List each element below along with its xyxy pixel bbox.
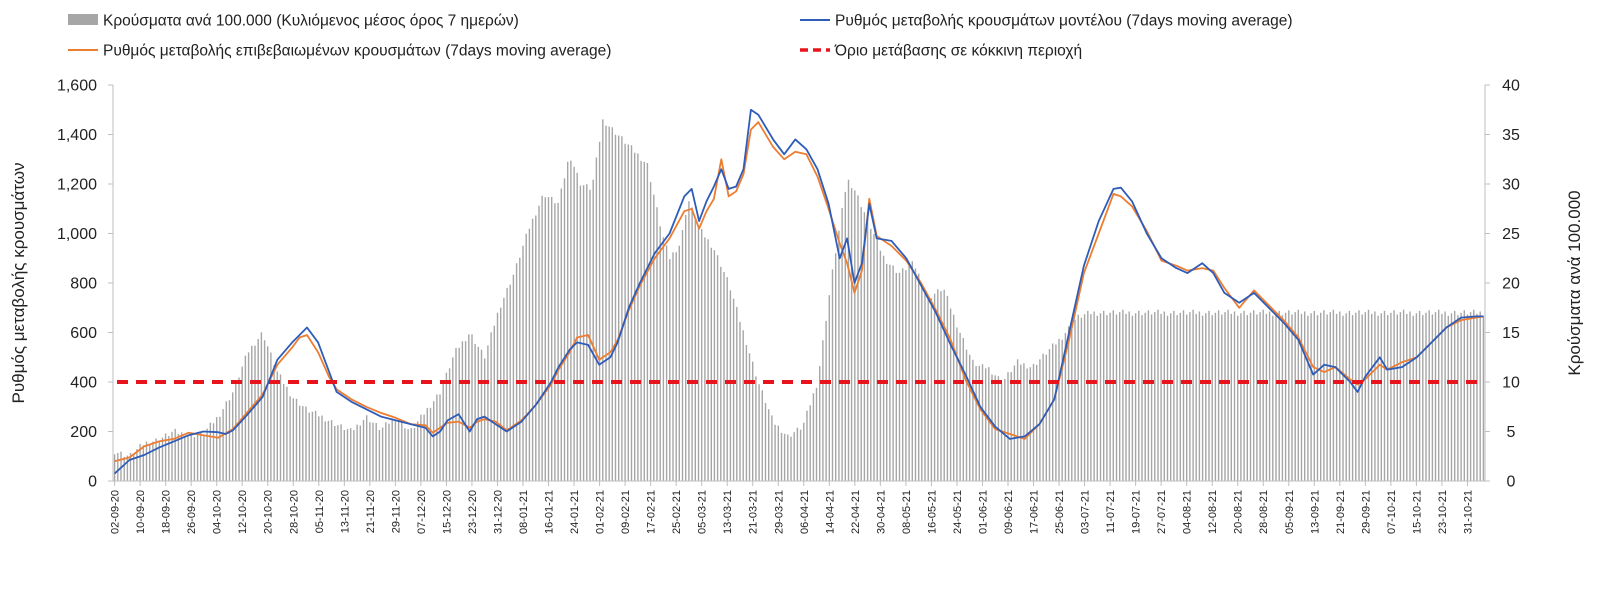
legend-label: Ρυθμός μεταβολής κρουσμάτων μοντέλου (7d… <box>835 13 1293 30</box>
x-tick-label: 03-07-21 <box>1080 490 1092 534</box>
axes-layer <box>108 84 1490 486</box>
x-tick-label: 16-05-21 <box>926 490 938 534</box>
labels-layer: 0 200 400 600 800 1,000 1,200 1,400 1,600 0 5 10 15 2… <box>9 78 1584 535</box>
x-tick-label: 29-03-21 <box>773 490 785 534</box>
legend-entry: Ρυθμός μεταβολής επιβεβαιωμένων κρουσμάτ… <box>68 43 611 60</box>
x-tick-label: 21-03-21 <box>748 490 760 534</box>
x-tick-label: 02-09-20 <box>110 490 122 534</box>
right-tick-label: 35 <box>1502 127 1520 144</box>
right-axis-title: Κρούσματα ανά 100.000 <box>1565 190 1584 375</box>
x-tick-label: 05-03-21 <box>697 490 709 534</box>
x-tick-label: 14-04-21 <box>824 490 836 534</box>
model-rate-line <box>113 108 1484 475</box>
x-tick-label: 13-03-21 <box>722 490 734 534</box>
x-tick-label: 09-06-21 <box>1003 490 1015 534</box>
x-tick-label: 29-11-20 <box>390 490 402 533</box>
legend-entry: Κρούσματα ανά 100.000 (Κυλιόμενος μέσος … <box>68 13 519 30</box>
legend-label: Όριο μετάβασης σε κόκκινη περιοχή <box>834 43 1082 60</box>
x-tick-label: 08-01-21 <box>518 490 530 534</box>
x-tick-label: 17-02-21 <box>646 490 658 534</box>
x-tick-label: 24-01-21 <box>569 490 581 534</box>
legend-swatch <box>68 14 98 25</box>
left-tick-label: 600 <box>70 325 97 342</box>
left-tick-label: 0 <box>88 474 97 491</box>
lines-layer <box>113 108 1484 475</box>
x-tick-label: 04-10-20 <box>212 490 224 534</box>
x-tick-label: 30-04-21 <box>875 490 887 534</box>
x-tick-label: 31-10-21 <box>1463 490 1475 534</box>
x-tick-label: 04-08-21 <box>1182 490 1194 534</box>
x-tick-label: 25-06-21 <box>1054 490 1066 534</box>
left-tick-label: 1,600 <box>57 78 97 95</box>
left-tick-label: 1,000 <box>57 226 97 243</box>
x-tick-label: 08-05-21 <box>901 490 913 534</box>
x-tick-label: 10-09-20 <box>135 490 147 534</box>
x-tick-label: 15-12-20 <box>441 490 453 534</box>
confirmed-rate-line <box>114 121 1484 463</box>
x-tick-label: 28-08-21 <box>1258 490 1270 534</box>
legend: Κρούσματα ανά 100.000 (Κυλιόμενος μέσος … <box>68 13 1293 60</box>
bars-layer <box>113 119 1485 481</box>
left-axis-title: Ρυθμός μεταβολής κρουσμάτων <box>9 163 28 404</box>
x-tick-label: 13-09-21 <box>1309 490 1321 534</box>
x-tick-label: 12-10-20 <box>237 490 249 534</box>
x-tick-label: 27-07-21 <box>1156 490 1168 534</box>
right-tick-label: 15 <box>1502 325 1520 342</box>
right-tick-label: 20 <box>1502 276 1520 293</box>
x-tick-label: 11-07-21 <box>1105 490 1117 533</box>
x-tick-label: 07-12-20 <box>416 490 428 534</box>
x-tick-label: 19-07-21 <box>1131 490 1143 534</box>
x-tick-label: 06-04-21 <box>799 490 811 534</box>
x-tick-label: 29-09-21 <box>1360 490 1372 534</box>
legend-label: Κρούσματα ανά 100.000 (Κυλιόμενος μέσος … <box>103 13 519 30</box>
left-tick-label: 1,400 <box>57 127 97 144</box>
x-tick-label: 05-11-20 <box>314 490 326 533</box>
x-tick-label: 24-05-21 <box>952 490 964 534</box>
x-tick-label: 21-11-20 <box>365 490 377 533</box>
x-tick-label: 20-08-21 <box>1233 490 1245 534</box>
legend-label: Ρυθμός μεταβολής επιβεβαιωμένων κρουσμάτ… <box>103 43 611 60</box>
x-tick-label: 31-12-20 <box>493 490 505 534</box>
x-tick-label: 18-09-20 <box>161 490 173 534</box>
left-tick-label: 1,200 <box>57 177 97 194</box>
x-tick-label: 15-10-21 <box>1411 490 1423 534</box>
x-tick-label: 12-08-21 <box>1207 490 1219 534</box>
x-tick-label: 07-10-21 <box>1386 490 1398 534</box>
x-tick-label: 25-02-21 <box>671 490 683 534</box>
legend-entry: Ρυθμός μεταβολής κρουσμάτων μοντέλου (7d… <box>800 13 1293 30</box>
right-tick-label: 30 <box>1502 177 1520 194</box>
left-tick-label: 800 <box>70 276 97 293</box>
x-tick-label: 22-04-21 <box>850 490 862 534</box>
x-tick-label: 23-12-20 <box>467 490 479 534</box>
right-tick-label: 25 <box>1502 226 1520 243</box>
x-tick-label: 21-09-21 <box>1335 490 1347 534</box>
x-tick-label: 16-01-21 <box>544 490 556 534</box>
right-tick-label: 0 <box>1507 474 1516 491</box>
x-tick-label: 26-09-20 <box>186 490 198 534</box>
x-tick-label: 01-02-21 <box>595 490 607 534</box>
legend-entry: Όριο μετάβασης σε κόκκινη περιοχή <box>800 43 1082 60</box>
left-tick-label: 200 <box>70 424 97 441</box>
x-tick-label: 23-10-21 <box>1437 490 1449 534</box>
right-tick-label: 5 <box>1507 424 1516 441</box>
x-tick-label: 09-02-21 <box>620 490 632 534</box>
x-tick-label: 01-06-21 <box>978 490 990 534</box>
x-tick-label: 28-10-20 <box>288 490 300 534</box>
x-tick-label: 05-09-21 <box>1284 490 1296 534</box>
x-tick-label: 13-11-20 <box>339 490 351 533</box>
x-tick-label: 17-06-21 <box>1029 490 1041 534</box>
left-tick-label: 400 <box>70 375 97 392</box>
x-tick-label: 20-10-20 <box>263 490 275 534</box>
right-tick-label: 40 <box>1502 78 1520 95</box>
right-tick-label: 10 <box>1502 375 1520 392</box>
